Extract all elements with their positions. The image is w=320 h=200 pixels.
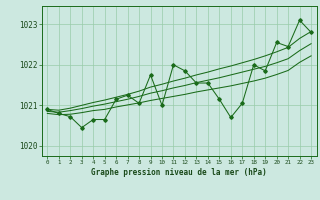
X-axis label: Graphe pression niveau de la mer (hPa): Graphe pression niveau de la mer (hPa) xyxy=(91,168,267,177)
